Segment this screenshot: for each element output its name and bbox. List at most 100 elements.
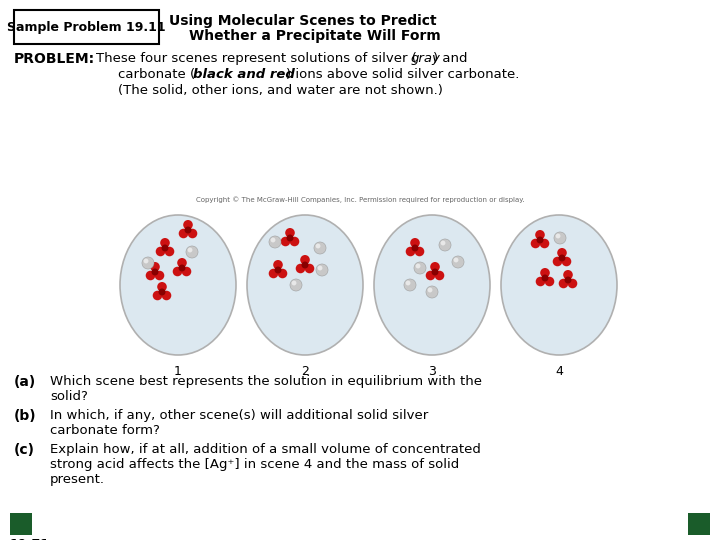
Text: Which scene best represents the solution in equilibrium with the: Which scene best represents the solution… — [50, 375, 482, 388]
Circle shape — [454, 258, 459, 262]
Circle shape — [536, 237, 544, 244]
Circle shape — [157, 282, 167, 292]
Circle shape — [142, 257, 154, 269]
Circle shape — [426, 271, 436, 280]
Circle shape — [145, 271, 156, 280]
Circle shape — [179, 229, 189, 238]
Circle shape — [269, 269, 279, 278]
Circle shape — [153, 291, 162, 300]
Circle shape — [290, 279, 302, 291]
Circle shape — [541, 274, 549, 281]
Circle shape — [177, 258, 186, 268]
Text: (c): (c) — [14, 443, 35, 457]
Text: present.: present. — [50, 473, 105, 486]
Circle shape — [428, 288, 433, 293]
Circle shape — [316, 264, 328, 276]
Circle shape — [160, 238, 170, 248]
Circle shape — [452, 256, 464, 268]
Circle shape — [431, 262, 440, 272]
Text: carbonate form?: carbonate form? — [50, 424, 160, 437]
Circle shape — [285, 228, 294, 238]
Circle shape — [165, 247, 174, 256]
Circle shape — [535, 230, 545, 240]
Circle shape — [567, 279, 577, 288]
Text: Whether a Precipitate Will Form: Whether a Precipitate Will Form — [189, 29, 441, 43]
Text: In which, if any, other scene(s) will additional solid silver: In which, if any, other scene(s) will ad… — [50, 409, 428, 422]
Circle shape — [181, 267, 192, 276]
Circle shape — [414, 262, 426, 274]
Circle shape — [557, 248, 567, 258]
Circle shape — [410, 238, 420, 248]
Circle shape — [536, 276, 545, 286]
Text: ) ions above solid silver carbonate.: ) ions above solid silver carbonate. — [286, 68, 519, 81]
Circle shape — [151, 268, 158, 275]
Circle shape — [562, 256, 571, 266]
Text: 3: 3 — [428, 365, 436, 378]
Text: (The solid, other ions, and water are not shown.): (The solid, other ions, and water are no… — [118, 84, 443, 97]
Text: (b): (b) — [14, 409, 37, 423]
Text: 1: 1 — [174, 365, 182, 378]
Circle shape — [184, 226, 192, 233]
Circle shape — [439, 239, 451, 251]
Text: Copyright © The McGraw-Hill Companies, Inc. Permission required for reproduction: Copyright © The McGraw-Hill Companies, I… — [196, 196, 524, 202]
Circle shape — [162, 291, 171, 300]
Text: These four scenes represent solutions of silver (: These four scenes represent solutions of… — [96, 52, 417, 65]
Text: (a): (a) — [14, 375, 36, 389]
Circle shape — [318, 266, 323, 271]
Text: strong acid affects the [Ag⁺] in scene 4 and the mass of solid: strong acid affects the [Ag⁺] in scene 4… — [50, 458, 459, 471]
Circle shape — [274, 267, 282, 273]
Circle shape — [559, 279, 568, 288]
Circle shape — [271, 238, 276, 242]
Text: black and red: black and red — [193, 68, 295, 81]
Text: 2: 2 — [301, 365, 309, 378]
Circle shape — [554, 232, 566, 244]
Circle shape — [188, 229, 197, 238]
Text: 19-71: 19-71 — [10, 538, 50, 540]
Circle shape — [158, 288, 166, 295]
Text: ) and: ) and — [433, 52, 467, 65]
Circle shape — [314, 242, 326, 254]
Circle shape — [540, 239, 549, 248]
Circle shape — [315, 244, 320, 248]
Circle shape — [415, 264, 420, 268]
Circle shape — [186, 246, 198, 258]
Circle shape — [300, 255, 310, 265]
Ellipse shape — [501, 215, 617, 355]
Circle shape — [405, 247, 415, 256]
Circle shape — [292, 281, 297, 286]
Circle shape — [183, 220, 193, 229]
Ellipse shape — [120, 215, 236, 355]
Circle shape — [296, 264, 305, 273]
Circle shape — [156, 247, 166, 256]
Circle shape — [143, 259, 148, 264]
Circle shape — [281, 237, 290, 246]
Circle shape — [556, 234, 560, 239]
Text: carbonate (: carbonate ( — [118, 68, 195, 81]
Text: PROBLEM:: PROBLEM: — [14, 52, 95, 66]
Ellipse shape — [247, 215, 363, 355]
Circle shape — [563, 270, 573, 280]
Circle shape — [415, 247, 424, 256]
Circle shape — [435, 271, 444, 280]
Circle shape — [431, 268, 438, 275]
Text: 4: 4 — [555, 365, 563, 378]
Circle shape — [302, 261, 308, 268]
Circle shape — [161, 245, 168, 252]
Circle shape — [155, 271, 164, 280]
Circle shape — [287, 234, 294, 241]
Text: Explain how, if at all, addition of a small volume of concentrated: Explain how, if at all, addition of a sm… — [50, 443, 481, 456]
Circle shape — [559, 254, 565, 261]
Ellipse shape — [374, 215, 490, 355]
FancyBboxPatch shape — [688, 513, 710, 535]
Circle shape — [289, 237, 300, 246]
Circle shape — [545, 276, 554, 286]
Text: solid?: solid? — [50, 390, 88, 403]
Text: gray: gray — [411, 52, 441, 65]
Circle shape — [531, 239, 540, 248]
Circle shape — [188, 248, 192, 252]
Circle shape — [405, 281, 410, 286]
Circle shape — [404, 279, 416, 291]
Circle shape — [564, 276, 572, 284]
Circle shape — [273, 260, 283, 269]
Circle shape — [173, 267, 182, 276]
